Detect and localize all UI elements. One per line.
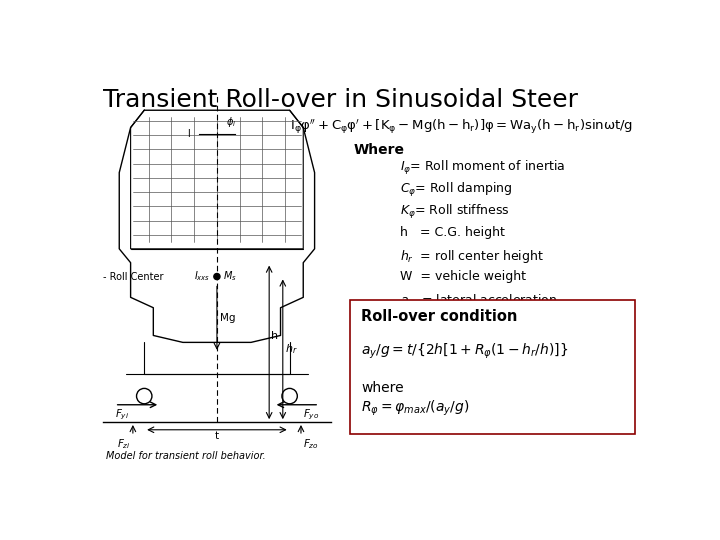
Text: $F_{yi}$: $F_{yi}$: [114, 408, 129, 422]
Text: Model for transient roll behavior.: Model for transient roll behavior.: [106, 451, 266, 461]
Text: $C_\varphi$= Roll damping: $C_\varphi$= Roll damping: [400, 181, 513, 199]
Text: $F_{yo}$: $F_{yo}$: [303, 408, 319, 422]
Text: t: t: [215, 431, 219, 441]
Text: h   = C.G. height: h = C.G. height: [400, 226, 505, 239]
Text: $h_r$  = roll center height: $h_r$ = roll center height: [400, 248, 544, 265]
Text: Where: Where: [354, 143, 405, 157]
Text: $I_{xxs}$: $I_{xxs}$: [194, 269, 211, 284]
Text: where: where: [361, 381, 404, 395]
Text: Mg: Mg: [220, 313, 235, 323]
Text: Roll-over condition: Roll-over condition: [361, 309, 518, 324]
Text: $I_\varphi$= Roll moment of inertia: $I_\varphi$= Roll moment of inertia: [400, 159, 565, 177]
Text: W  = vehicle weight: W = vehicle weight: [400, 271, 526, 284]
Circle shape: [214, 273, 220, 280]
Text: $F_{zi}$: $F_{zi}$: [117, 437, 130, 451]
Bar: [350, 300, 634, 434]
Text: $h_r$: $h_r$: [285, 342, 298, 356]
Text: $F_{zo}$: $F_{zo}$: [303, 437, 319, 451]
Text: $R_\varphi = \varphi_{max}/(a_y/g)$: $R_\varphi = \varphi_{max}/(a_y/g)$: [361, 398, 470, 417]
Text: $M_s$: $M_s$: [223, 269, 237, 284]
Text: $a_y$  = lateral acceleration: $a_y$ = lateral acceleration: [400, 293, 557, 310]
Text: h: h: [271, 331, 279, 341]
Text: $a_y/g = t/\{2h[1+R_\varphi(1-h_r/h)]\}$: $a_y/g = t/\{2h[1+R_\varphi(1-h_r/h)]\}$: [361, 342, 569, 361]
Text: Transient Roll-over in Sinusoidal Steer: Transient Roll-over in Sinusoidal Steer: [104, 88, 578, 112]
Text: $\mathsf{I_{\varphi}\varphi''+C_{\varphi}\varphi'+[K_{\varphi}-Mg(h-h_r)]\varphi: $\mathsf{I_{\varphi}\varphi''+C_{\varphi…: [290, 117, 633, 136]
Text: $K_\varphi$= Roll stiffness: $K_\varphi$= Roll stiffness: [400, 204, 510, 221]
Text: $\phi_i$: $\phi_i$: [226, 115, 236, 129]
Text: - Roll Center: - Roll Center: [104, 272, 164, 281]
Text: l: l: [187, 130, 189, 139]
